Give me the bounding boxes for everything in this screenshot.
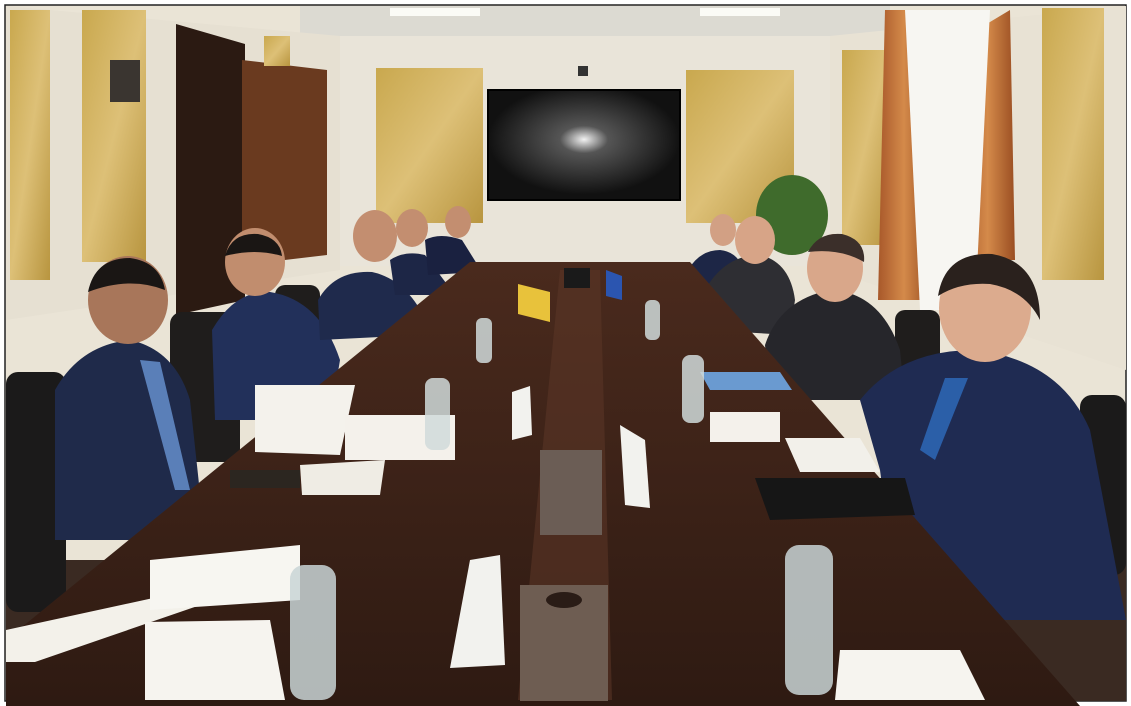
person-head bbox=[710, 214, 736, 246]
snack-tray bbox=[145, 620, 285, 700]
camera bbox=[578, 66, 588, 76]
wall-lamp bbox=[110, 60, 140, 102]
wall-panel bbox=[264, 36, 290, 66]
hair bbox=[938, 253, 1040, 320]
table-device bbox=[564, 268, 590, 288]
folder bbox=[755, 478, 915, 520]
snack-tray bbox=[835, 650, 985, 700]
person-head bbox=[735, 216, 775, 264]
cable-port bbox=[546, 592, 582, 608]
ceiling-light bbox=[700, 8, 780, 16]
ceiling bbox=[300, 6, 890, 36]
paper bbox=[785, 438, 880, 472]
person-head bbox=[396, 209, 428, 247]
name-card bbox=[620, 425, 650, 508]
water-bottle bbox=[645, 300, 660, 340]
wall-panel bbox=[82, 10, 146, 262]
folder bbox=[700, 372, 792, 390]
door-frame bbox=[176, 24, 245, 315]
chair bbox=[6, 372, 66, 612]
paper bbox=[255, 385, 355, 455]
name-card bbox=[450, 555, 505, 668]
wall-panel bbox=[1042, 8, 1104, 280]
name-card bbox=[512, 386, 532, 440]
sheer-curtain bbox=[905, 10, 990, 310]
tie bbox=[920, 378, 968, 460]
ceiling-light bbox=[390, 8, 480, 16]
table-flag bbox=[606, 270, 622, 300]
paper bbox=[300, 460, 385, 495]
paper bbox=[150, 545, 300, 610]
person-suit bbox=[55, 340, 205, 540]
person-head bbox=[445, 206, 471, 238]
water-bottle bbox=[425, 378, 450, 450]
water-bottle bbox=[682, 355, 704, 423]
table-flag bbox=[518, 284, 550, 322]
person-suit bbox=[765, 290, 905, 400]
water-bottle bbox=[290, 565, 336, 700]
water-bottle bbox=[785, 545, 833, 695]
phone bbox=[230, 470, 300, 488]
tie bbox=[140, 360, 190, 490]
water-bottle bbox=[476, 318, 492, 363]
person-suit bbox=[390, 253, 455, 295]
door bbox=[242, 60, 327, 265]
table-panel bbox=[540, 450, 602, 535]
hair bbox=[88, 258, 165, 292]
television bbox=[487, 89, 681, 201]
hair bbox=[808, 233, 865, 262]
hair bbox=[225, 233, 282, 256]
snack-tray bbox=[710, 412, 780, 442]
wall-panel bbox=[10, 10, 50, 280]
wall-panel bbox=[376, 68, 483, 223]
person-head bbox=[353, 210, 397, 262]
